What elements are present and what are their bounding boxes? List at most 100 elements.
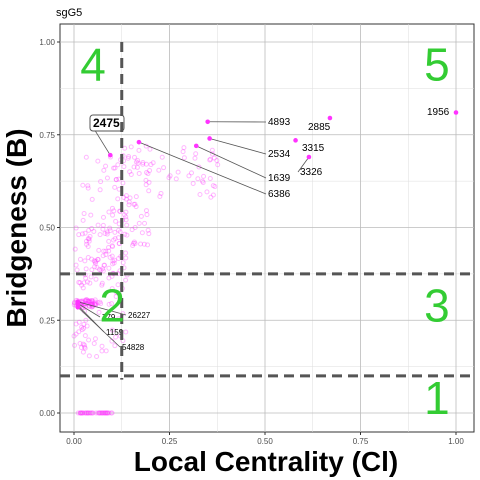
data-point (85, 410, 91, 416)
highlighted-point (107, 152, 113, 158)
data-point (133, 204, 139, 210)
highlighted-point (306, 154, 312, 160)
data-point (103, 163, 109, 169)
region-label: 2 (99, 279, 125, 331)
data-point (78, 345, 84, 351)
data-point (204, 189, 210, 195)
data-point (99, 410, 105, 416)
data-point (71, 333, 77, 339)
data-point (105, 410, 111, 416)
point-label: 54828 (122, 343, 145, 352)
threshold-lines (60, 42, 474, 380)
data-point (100, 214, 106, 220)
data-point (76, 279, 82, 285)
data-point (158, 190, 164, 196)
data-point (87, 233, 93, 239)
data-point (93, 276, 99, 282)
data-point (89, 410, 95, 416)
data-point (89, 297, 95, 303)
data-point (80, 304, 86, 310)
data-point (100, 268, 106, 274)
data-point (103, 348, 109, 354)
data-point (131, 201, 137, 207)
data-point (82, 258, 88, 264)
data-point (207, 157, 213, 163)
label-leader-line (77, 306, 121, 348)
data-point (134, 164, 140, 170)
data-point (123, 255, 129, 261)
data-point (128, 171, 134, 177)
data-point (83, 275, 89, 281)
x-tick-label: 0.00 (66, 437, 82, 446)
data-point (104, 410, 110, 416)
data-point (110, 212, 116, 218)
data-point (103, 252, 109, 258)
data-point (181, 145, 187, 151)
data-point (107, 225, 113, 231)
data-point (138, 213, 144, 219)
data-point (85, 298, 91, 304)
highlighted-point (136, 139, 142, 145)
data-point (81, 211, 87, 217)
data-point (188, 170, 194, 176)
region-label: 3 (424, 279, 450, 331)
data-point (101, 410, 107, 416)
plot-panel (59, 23, 475, 433)
data-point (77, 410, 83, 416)
data-point (140, 161, 146, 167)
data-point (81, 344, 87, 350)
data-point (80, 349, 86, 355)
data-point (76, 319, 82, 325)
data-point (156, 167, 162, 173)
data-point (98, 267, 104, 273)
data-point (81, 280, 87, 286)
data-point (89, 267, 95, 273)
point-label: 3315 (302, 143, 325, 154)
data-point (121, 212, 127, 218)
data-point (99, 280, 105, 286)
data-point (92, 259, 98, 265)
data-point (99, 343, 105, 349)
data-point (73, 225, 79, 231)
data-point (122, 145, 128, 151)
data-point (97, 187, 103, 193)
data-point (100, 222, 106, 228)
data-point (210, 183, 216, 189)
data-point (124, 232, 130, 238)
data-point (106, 301, 112, 307)
data-point (114, 290, 120, 296)
data-point (210, 192, 216, 198)
data-point (104, 229, 110, 235)
label-leader-line (138, 141, 267, 195)
highlighted-points: 1956 2885 4893 3315 2534 3326 1639 6386 2475 2622… (75, 107, 459, 352)
data-point (96, 266, 102, 272)
data-point (91, 340, 97, 346)
data-point (214, 158, 220, 164)
data-point (81, 325, 87, 331)
data-point (84, 410, 90, 416)
data-point (143, 208, 149, 214)
data-point (82, 297, 88, 303)
data-point (87, 280, 93, 286)
region-labels: 1 2 3 4 5 (80, 38, 449, 424)
data-point (199, 178, 205, 184)
data-point (94, 265, 100, 271)
data-point (73, 321, 79, 327)
data-point (166, 175, 172, 181)
data-point (146, 231, 152, 237)
data-point (85, 254, 91, 260)
data-point (123, 277, 129, 283)
data-point (74, 267, 80, 273)
data-point (126, 154, 132, 160)
data-point (132, 240, 138, 246)
data-point (83, 298, 89, 304)
data-point (85, 185, 91, 191)
data-point (99, 282, 105, 288)
data-point (100, 253, 106, 259)
data-point (208, 156, 214, 162)
data-point (93, 260, 99, 266)
data-point (109, 301, 115, 307)
data-point (97, 410, 103, 416)
data-point (127, 169, 133, 175)
data-point (83, 266, 89, 272)
